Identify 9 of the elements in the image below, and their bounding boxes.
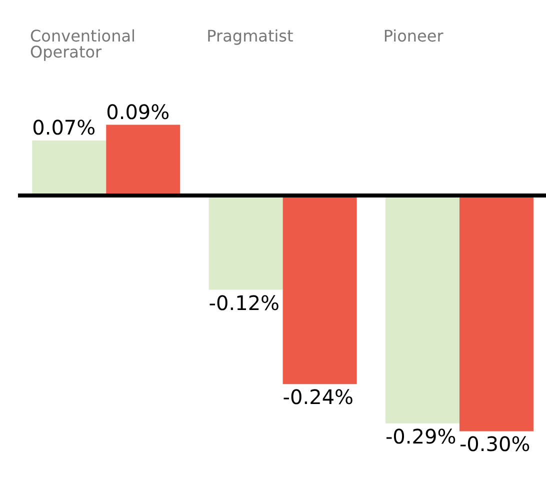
x-tick-label: Pragmatist <box>206 26 294 46</box>
data-label: 0.07% <box>32 115 96 140</box>
data-label: -0.24% <box>282 385 354 410</box>
data-label: -0.12% <box>208 290 280 315</box>
data-label: -0.30% <box>459 432 530 456</box>
x-tick-label: Conventional Operator <box>30 26 136 62</box>
data-label: 0.09% <box>106 100 170 124</box>
x-tick-label: Pioneer <box>383 26 444 46</box>
data-label: -0.29% <box>385 424 456 448</box>
